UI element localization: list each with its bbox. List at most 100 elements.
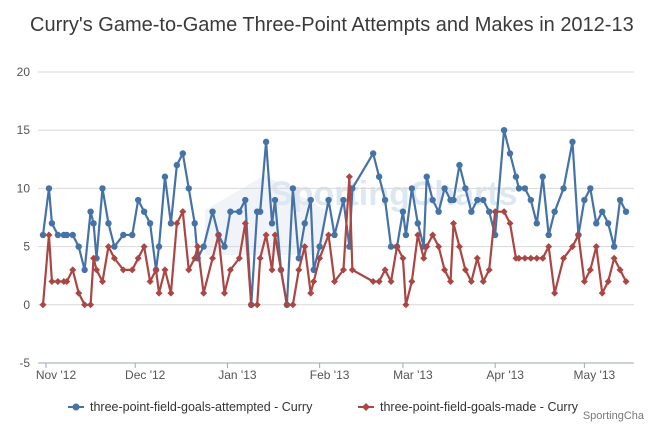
data-point — [461, 266, 469, 274]
data-point — [325, 196, 332, 204]
data-point — [500, 208, 508, 216]
data-point — [289, 185, 297, 192]
data-point — [456, 161, 463, 169]
watermark-logo: SportingCharts — [205, 175, 517, 255]
data-point — [146, 278, 154, 286]
data-point — [474, 196, 481, 204]
data-point — [167, 220, 175, 227]
data-point — [485, 266, 493, 274]
data-point — [387, 278, 395, 286]
data-point — [209, 254, 217, 262]
data-point — [48, 220, 56, 227]
data-point — [423, 243, 431, 251]
data-point — [515, 185, 523, 192]
data-point — [574, 231, 582, 239]
data-point — [616, 266, 624, 274]
x-tick-label: Jan '13 — [218, 368, 257, 382]
data-point — [598, 289, 606, 297]
data-point — [63, 278, 71, 286]
data-point — [429, 196, 436, 204]
legend-label: three-point-field-goals-attempted - Curr… — [90, 400, 313, 414]
data-point — [316, 254, 324, 262]
data-point — [81, 301, 89, 309]
legend-item[interactable]: three-point-field-goals-made - Curry — [358, 400, 579, 414]
data-point — [521, 185, 529, 192]
x-tick-label: Mar '13 — [393, 368, 433, 382]
data-point — [194, 243, 202, 251]
data-point — [120, 231, 127, 239]
x-tick-label: Nov '12 — [36, 368, 77, 382]
data-point — [345, 173, 353, 181]
data-point — [450, 196, 457, 204]
data-point — [256, 254, 264, 262]
data-point — [99, 185, 106, 192]
data-point — [331, 231, 338, 239]
data-point — [449, 219, 457, 227]
data-point — [568, 243, 576, 251]
data-point — [307, 196, 314, 204]
data-point — [200, 289, 208, 297]
data-point — [387, 243, 395, 250]
data-point — [209, 208, 216, 215]
data-point — [179, 150, 187, 157]
data-point — [622, 278, 630, 286]
data-point — [140, 243, 148, 251]
data-point — [399, 208, 407, 215]
data-point — [348, 266, 356, 274]
data-point — [506, 219, 514, 227]
data-point — [521, 254, 529, 262]
data-point — [253, 301, 261, 309]
data-point — [569, 138, 576, 146]
data-point — [539, 254, 547, 262]
data-point — [271, 196, 279, 204]
data-point — [45, 185, 53, 192]
data-point — [262, 138, 270, 146]
data-point — [480, 196, 487, 204]
data-point — [104, 243, 112, 251]
data-point — [256, 208, 264, 215]
data-point — [93, 266, 101, 274]
data-point — [479, 278, 487, 286]
data-point — [134, 254, 142, 262]
data-point — [586, 266, 594, 274]
data-point — [75, 289, 83, 297]
data-point — [375, 173, 383, 180]
data-point — [262, 231, 270, 239]
data-point — [283, 301, 291, 309]
data-point — [369, 278, 377, 286]
watermark-shield — [205, 175, 325, 255]
data-point — [527, 196, 535, 204]
data-point — [533, 254, 541, 262]
series-made — [39, 173, 630, 309]
data-point — [167, 289, 175, 297]
x-tick-label: Dec '12 — [125, 368, 166, 382]
x-tick-label: May '13 — [574, 368, 616, 382]
data-point — [69, 266, 77, 274]
y-tick-label: -5 — [19, 356, 30, 370]
data-point — [441, 185, 448, 192]
data-point — [604, 220, 612, 227]
data-point — [179, 208, 187, 216]
data-point — [512, 173, 520, 180]
data-point — [429, 231, 437, 239]
data-point — [316, 243, 323, 250]
data-point — [227, 208, 234, 215]
chart-title: Curry's Game-to-Game Three-Point Attempt… — [30, 14, 634, 36]
data-point — [485, 208, 493, 215]
data-point — [146, 220, 154, 227]
data-point — [414, 231, 422, 239]
legend[interactable]: three-point-field-goals-attempted - Curr… — [68, 400, 579, 414]
data-point — [491, 208, 499, 216]
data-point — [447, 278, 455, 286]
data-point — [408, 278, 416, 286]
legend-item[interactable]: three-point-field-goals-attempted - Curr… — [68, 400, 313, 414]
data-point — [414, 220, 422, 227]
data-point — [241, 219, 249, 227]
x-tick-label: Feb '13 — [310, 368, 350, 382]
data-point — [295, 266, 303, 274]
data-point — [331, 278, 339, 286]
y-tick-label: 0 — [23, 298, 30, 312]
data-point — [289, 301, 297, 309]
data-point — [551, 289, 559, 297]
